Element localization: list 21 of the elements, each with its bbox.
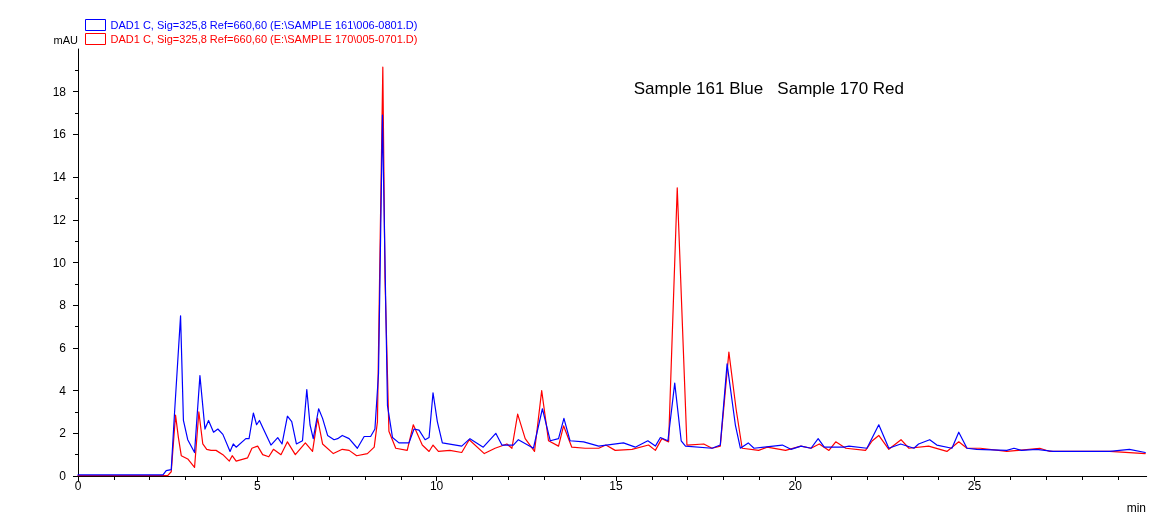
x-tick-label: 25 <box>967 479 982 493</box>
x-axis-title: min <box>1126 501 1147 514</box>
x-tick-label: 20 <box>788 479 803 493</box>
y-tick-label: 6 <box>59 340 67 355</box>
legend-label: DAD1 C, Sig=325,8 Ref=660,60 (E:\SAMPLE 170\005-0701.D) <box>110 33 418 45</box>
y-tick-label: 16 <box>52 127 67 142</box>
x-tick-label: 0 <box>74 479 82 493</box>
y-tick-label: 14 <box>52 170 67 185</box>
y-tick-label: 2 <box>59 426 67 441</box>
y-tick-label: 0 <box>59 469 67 483</box>
legend-label: DAD1 C, Sig=325,8 Ref=660,60 (E:\SAMPLE 161\006-0801.D) <box>110 19 418 31</box>
y-tick-label: 12 <box>52 212 67 227</box>
y-tick-label: 4 <box>59 383 67 398</box>
y-axis-title: mAU <box>53 33 79 46</box>
x-tick-label: 10 <box>429 479 444 493</box>
y-tick-label: 8 <box>59 298 67 313</box>
y-tick-label: 18 <box>52 84 67 99</box>
annotation: Sample 161 Blue Sample 170 Red <box>633 79 905 98</box>
x-tick-label: 5 <box>253 479 261 493</box>
x-tick-label: 15 <box>609 479 623 493</box>
y-tick-label: 10 <box>52 255 67 270</box>
